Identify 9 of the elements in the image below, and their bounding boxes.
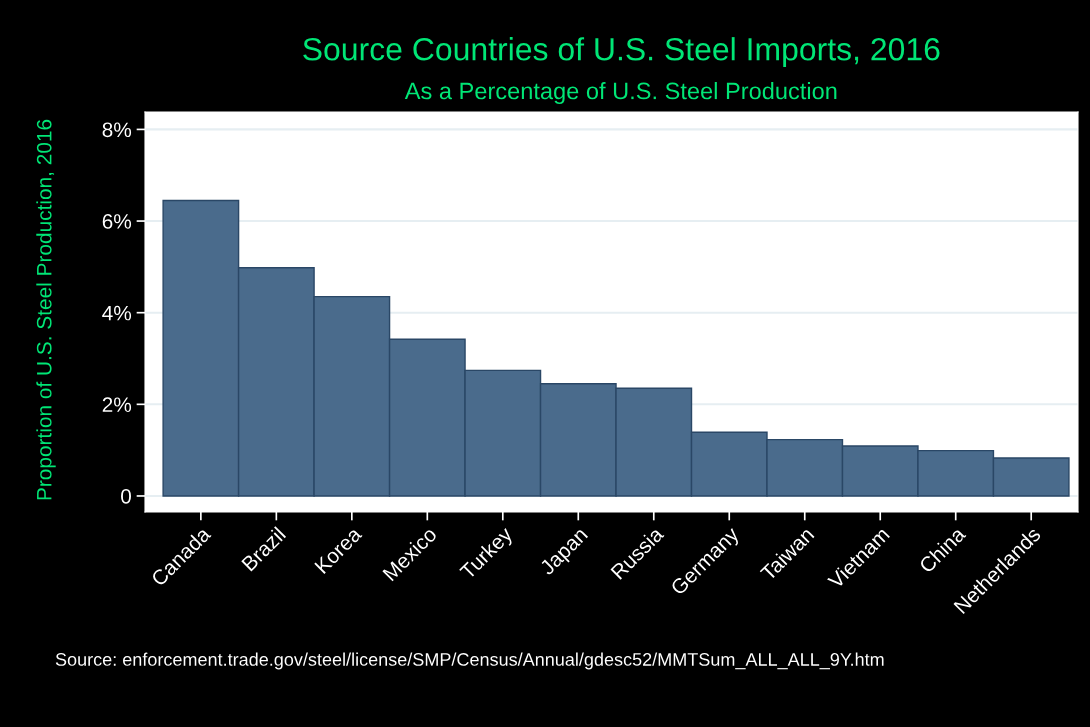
y-tick-label: 0 xyxy=(121,488,131,504)
y-tick-label: 2% xyxy=(102,397,132,412)
source-note: Source: enforcement.trade.gov/steel/license/SMP/Census/Annual/gdesc52/MMTSum_ALL_ALL_9Y.htm xyxy=(55,652,884,670)
y-tick-label: 6% xyxy=(102,214,132,229)
chart-title: Source Countries of U.S. Steel Imports, 2016 xyxy=(303,37,940,67)
y-axis-title: Proportion of U.S. Steel Production, 2016 xyxy=(36,119,56,500)
chart-subtitle: As a Percentage of U.S. Steel Production xyxy=(404,82,837,104)
y-tick-label: 4% xyxy=(102,305,132,321)
y-tick-label: 8% xyxy=(102,122,132,138)
